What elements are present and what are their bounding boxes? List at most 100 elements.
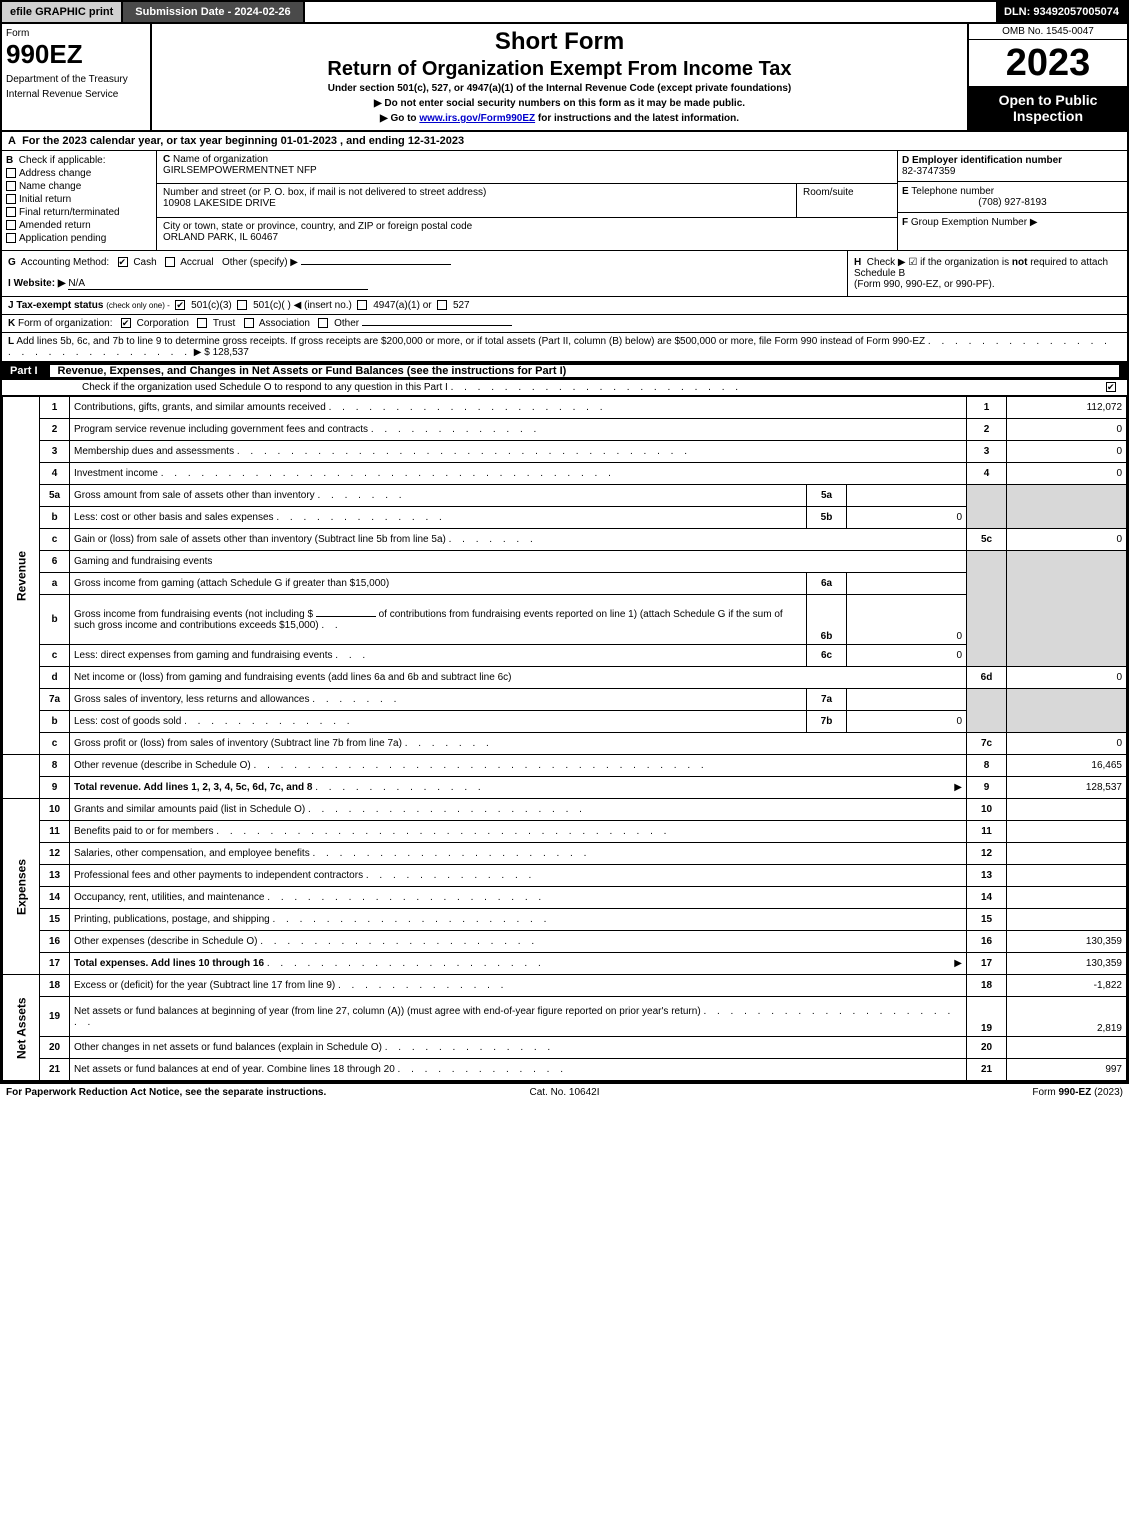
section-c-name: C Name of organization GIRLSEMPOWERMENTN… — [157, 151, 897, 183]
chk-accrual[interactable] — [165, 257, 175, 267]
l6a-num: a — [40, 573, 70, 595]
h-not: not — [1012, 257, 1028, 268]
l16-desc: Other expenses (describe in Schedule O) … — [70, 931, 967, 953]
goto-link[interactable]: www.irs.gov/Form990EZ — [419, 113, 535, 124]
l12-val — [1007, 843, 1127, 865]
l6-grayref — [967, 551, 1007, 667]
l4-desc: Investment income . . . . . . . . . . . … — [70, 463, 967, 485]
subtitle: Under section 501(c), 527, or 4947(a)(1)… — [156, 83, 963, 94]
chk-4947[interactable] — [357, 300, 367, 310]
l20-ref: 20 — [967, 1037, 1007, 1059]
chk-trust[interactable] — [197, 318, 207, 328]
chk-schedule-o[interactable] — [1106, 382, 1116, 392]
l18-ref: 18 — [967, 975, 1007, 997]
goto-prefix: ▶ Go to — [380, 113, 419, 124]
chk-amended-return-label: Amended return — [19, 220, 91, 231]
ssn-note: ▶ Do not enter social security numbers o… — [156, 98, 963, 109]
efile-print-button[interactable]: efile GRAPHIC print — [2, 2, 123, 22]
part1-label: Part I — [10, 365, 50, 377]
street-label: Number and street (or P. O. box, if mail… — [163, 187, 486, 198]
accrual-label: Accrual — [180, 257, 213, 268]
section-h: H Check ▶ ☑ if the organization is not r… — [847, 251, 1127, 296]
l1-num: 1 — [40, 397, 70, 419]
l16-val: 130,359 — [1007, 931, 1127, 953]
chk-501c3[interactable] — [175, 300, 185, 310]
footer-right: Form 990-EZ (2023) — [751, 1087, 1123, 1098]
l4-num: 4 — [40, 463, 70, 485]
l14-desc: Occupancy, rent, utilities, and maintena… — [70, 887, 967, 909]
l6a-sub: 6a — [807, 573, 847, 595]
l6c-num: c — [40, 645, 70, 667]
chk-application-pending[interactable]: Application pending — [6, 233, 152, 244]
l2-ref: 2 — [967, 419, 1007, 441]
other-org-input[interactable] — [362, 325, 512, 326]
section-de: D Employer identification number 82-3747… — [897, 151, 1127, 250]
chk-cash[interactable] — [118, 257, 128, 267]
topbar-spacer — [305, 2, 996, 22]
l8-val: 16,465 — [1007, 755, 1127, 777]
page-footer: For Paperwork Reduction Act Notice, see … — [0, 1083, 1129, 1101]
website-value: N/A — [68, 278, 368, 290]
phone-label: Telephone number — [911, 186, 994, 197]
l6a-subval — [847, 573, 967, 595]
chk-other-org[interactable] — [318, 318, 328, 328]
l6b-subval: 0 — [847, 595, 967, 645]
chk-final-return[interactable]: Final return/terminated — [6, 207, 152, 218]
header-section: Form 990EZ Department of the Treasury In… — [2, 24, 1127, 132]
l18-desc: Excess or (deficit) for the year (Subtra… — [70, 975, 967, 997]
l5a-desc: Gross amount from sale of assets other t… — [70, 485, 807, 507]
section-k: K Form of organization: Corporation Trus… — [2, 315, 1127, 333]
l-value: 128,537 — [213, 347, 249, 358]
chk-name-change-label: Name change — [19, 181, 81, 192]
dept-irs: Internal Revenue Service — [6, 89, 146, 100]
chk-address-change[interactable]: Address change — [6, 168, 152, 179]
chk-527[interactable] — [437, 300, 447, 310]
goto-line: ▶ Go to www.irs.gov/Form990EZ for instru… — [156, 113, 963, 124]
chk-address-change-label: Address change — [19, 168, 91, 179]
4947-label: 4947(a)(1) or — [373, 300, 431, 311]
section-cde-wrapper: C Name of organization GIRLSEMPOWERMENTN… — [157, 151, 1127, 250]
l20-val — [1007, 1037, 1127, 1059]
l6c-sub: 6c — [807, 645, 847, 667]
header-center: Short Form Return of Organization Exempt… — [152, 24, 967, 130]
l6d-ref: 6d — [967, 667, 1007, 689]
other-specify-input[interactable] — [301, 264, 451, 265]
l5b-desc: Less: cost or other basis and sales expe… — [70, 507, 807, 529]
label-a: A — [8, 135, 16, 147]
section-c-street: Number and street (or P. O. box, if mail… — [157, 184, 797, 216]
chk-501c[interactable] — [237, 300, 247, 310]
footer-left: For Paperwork Reduction Act Notice, see … — [6, 1087, 378, 1098]
l6-grayval — [1007, 551, 1127, 667]
l5b-sub: 5b — [807, 507, 847, 529]
form-org-label: Form of organization: — [18, 318, 113, 329]
l8-ref: 8 — [967, 755, 1007, 777]
chk-corporation[interactable] — [121, 318, 131, 328]
section-gh: G Accounting Method: Cash Accrual Other … — [2, 251, 1127, 297]
chk-initial-return[interactable]: Initial return — [6, 194, 152, 205]
l11-desc: Benefits paid to or for members . . . . … — [70, 821, 967, 843]
l6b-contrib-input[interactable] — [316, 616, 376, 617]
l16-ref: 16 — [967, 931, 1007, 953]
l18-val: -1,822 — [1007, 975, 1127, 997]
l2-desc: Program service revenue including govern… — [70, 419, 967, 441]
label-c: C — [163, 154, 170, 165]
chk-final-return-label: Final return/terminated — [19, 207, 120, 218]
chk-name-change[interactable]: Name change — [6, 181, 152, 192]
chk-association[interactable] — [244, 318, 254, 328]
l10-ref: 10 — [967, 799, 1007, 821]
label-k: K — [8, 318, 15, 329]
l11-val — [1007, 821, 1127, 843]
l5a-sub: 5a — [807, 485, 847, 507]
l17-ref: 17 — [967, 953, 1007, 975]
open-public-badge: Open to Public Inspection — [969, 86, 1127, 130]
l7b-num: b — [40, 711, 70, 733]
submission-date-button[interactable]: Submission Date - 2024-02-26 — [123, 2, 304, 22]
chk-amended-return[interactable]: Amended return — [6, 220, 152, 231]
omb-number: OMB No. 1545-0047 — [969, 24, 1127, 40]
l21-val: 997 — [1007, 1059, 1127, 1081]
group-exemption-label: Group Exemption Number ▶ — [911, 217, 1038, 228]
part1-table: Revenue 1 Contributions, gifts, grants, … — [2, 396, 1127, 1081]
l13-ref: 13 — [967, 865, 1007, 887]
section-b: B Check if applicable: Address change Na… — [2, 151, 157, 250]
l12-num: 12 — [40, 843, 70, 865]
